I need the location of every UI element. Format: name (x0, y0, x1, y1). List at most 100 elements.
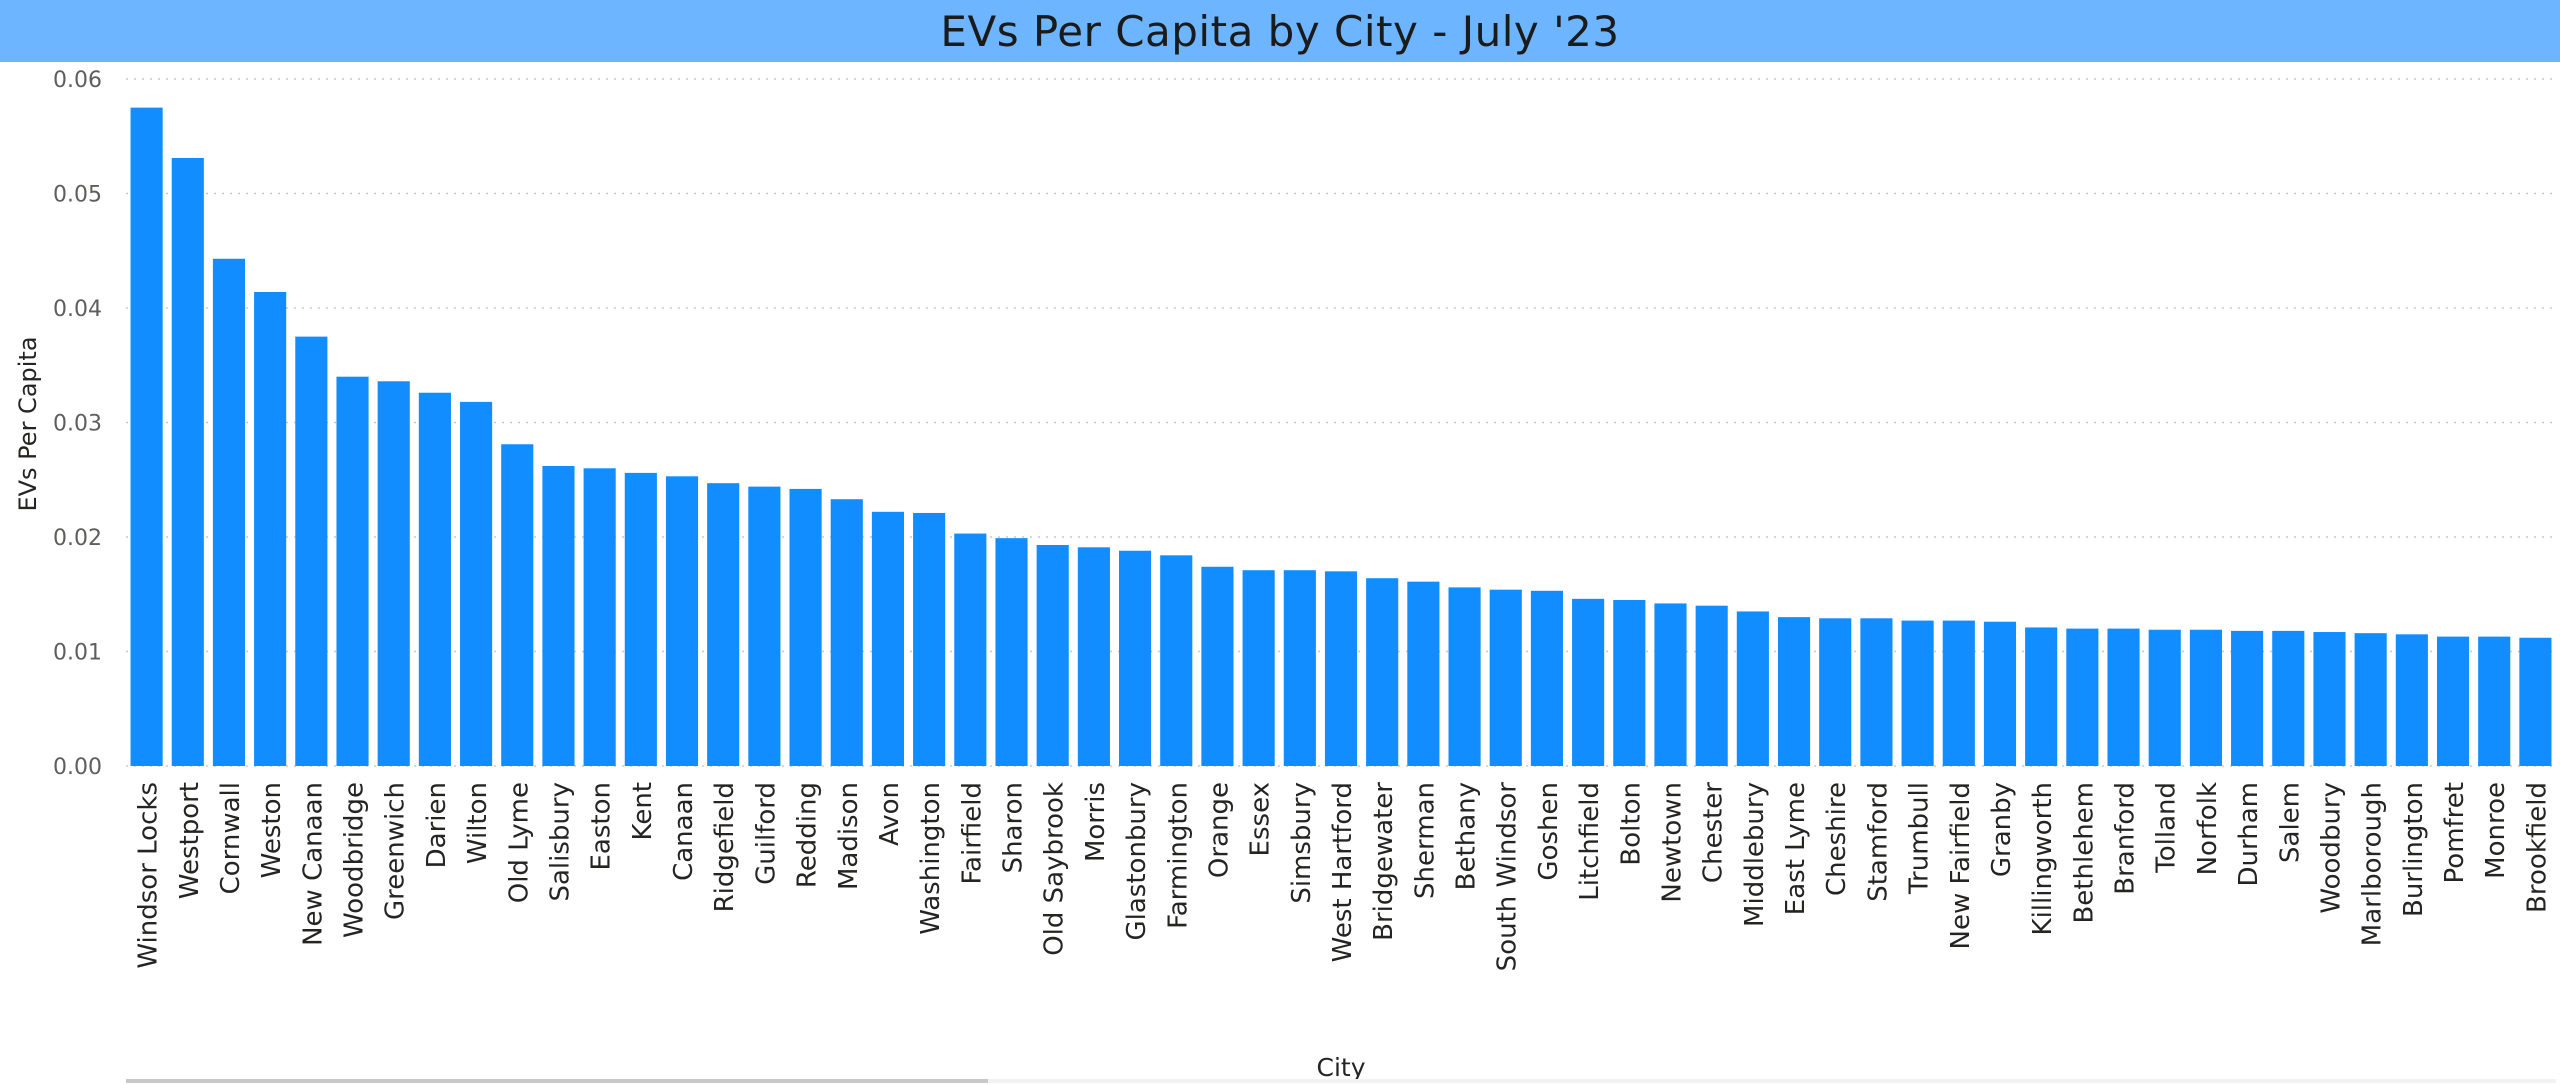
bar[interactable] (830, 499, 863, 766)
bar[interactable] (913, 512, 946, 766)
x-tick-label: Goshen (1534, 782, 1564, 881)
bar[interactable] (1036, 545, 1069, 766)
bar[interactable] (2107, 628, 2140, 766)
y-axis-ticks: 0.00 0.01 0.02 0.03 0.04 0.05 0.06 (53, 68, 102, 780)
x-tick-label: Canaan (669, 782, 699, 881)
bar[interactable] (2066, 628, 2099, 766)
y-tick-label: 0.04 (53, 297, 102, 322)
bar[interactable] (1572, 598, 1605, 766)
bar[interactable] (336, 376, 369, 766)
bar[interactable] (665, 476, 699, 766)
x-tick-label: Salem (2275, 782, 2305, 863)
bar[interactable] (995, 538, 1028, 766)
x-tick-label: Easton (587, 782, 617, 871)
bar[interactable] (748, 486, 781, 766)
bar[interactable] (1077, 547, 1110, 766)
bar[interactable] (2231, 630, 2264, 766)
x-tick-label: Norfolk (2193, 782, 2223, 875)
x-tick-label: Wilton (463, 782, 493, 864)
bar[interactable] (501, 444, 534, 766)
x-tick-label: Woodbridge (340, 782, 370, 938)
bar[interactable] (1489, 589, 1522, 766)
horizontal-scrollbar[interactable] (126, 1079, 2556, 1083)
bar[interactable] (2354, 633, 2387, 766)
x-tick-label: Windsor Locks (134, 782, 164, 969)
bar[interactable] (418, 392, 451, 766)
bar[interactable] (789, 488, 822, 766)
x-tick-label: Weston (257, 782, 287, 878)
bar[interactable] (1777, 617, 1811, 766)
y-tick-label: 0.01 (53, 641, 102, 666)
bar[interactable] (254, 291, 287, 766)
x-tick-label: Monroe (2481, 782, 2511, 879)
x-tick-label: Durham (2234, 782, 2264, 886)
x-tick-label: Fairfield (957, 782, 987, 885)
bar[interactable] (542, 466, 575, 766)
bar[interactable] (2313, 632, 2346, 766)
title-bar: EVs Per Capita by City - July '23 (0, 0, 2560, 62)
bar[interactable] (2478, 636, 2511, 766)
bar[interactable] (1654, 603, 1687, 766)
bar[interactable] (707, 483, 740, 766)
bar[interactable] (1201, 566, 1234, 766)
bar[interactable] (1530, 590, 1563, 766)
bar[interactable] (2395, 634, 2428, 766)
bar[interactable] (1819, 618, 1852, 766)
bar[interactable] (1119, 550, 1152, 766)
bars (130, 107, 2552, 766)
bar[interactable] (1242, 570, 1275, 766)
x-tick-label: Kent (628, 782, 658, 840)
x-tick-label: Farmington (1163, 782, 1193, 929)
bar[interactable] (1448, 587, 1481, 766)
bar[interactable] (2519, 637, 2552, 766)
x-tick-label: Trumbull (1905, 782, 1935, 895)
bar[interactable] (1283, 570, 1316, 766)
bar[interactable] (1736, 611, 1769, 766)
x-tick-label: Bridgewater (1369, 782, 1399, 941)
bar[interactable] (171, 158, 204, 766)
x-tick-label: Essex (1246, 782, 1276, 856)
scrollbar-thumb[interactable] (126, 1079, 988, 1083)
bar[interactable] (2189, 629, 2222, 766)
bar[interactable] (1901, 620, 1934, 766)
bar[interactable] (377, 381, 410, 766)
y-tick-label: 0.06 (53, 68, 102, 93)
x-tick-label: Newtown (1657, 782, 1687, 903)
x-tick-label: Morris (1081, 782, 1111, 862)
x-tick-label: Sherman (1410, 782, 1440, 899)
bar[interactable] (1366, 578, 1399, 766)
bar[interactable] (2436, 636, 2470, 766)
x-tick-label: Granby (1987, 782, 2017, 877)
bar[interactable] (212, 258, 246, 766)
x-tick-label: Darien (422, 782, 452, 868)
bar[interactable] (2025, 627, 2058, 766)
bar[interactable] (1324, 571, 1358, 766)
bar[interactable] (1613, 599, 1646, 766)
bar[interactable] (954, 533, 987, 766)
bar[interactable] (624, 472, 657, 766)
bar[interactable] (1942, 620, 1975, 766)
y-axis-label: EVs Per Capita (14, 336, 42, 511)
bar[interactable] (1695, 605, 1728, 766)
bar[interactable] (295, 336, 328, 766)
bar[interactable] (871, 511, 905, 766)
bar[interactable] (1160, 555, 1193, 766)
x-tick-label: Bolton (1616, 782, 1646, 866)
bar[interactable] (130, 107, 163, 766)
bar[interactable] (583, 468, 616, 766)
bar[interactable] (1983, 621, 2017, 766)
bar[interactable] (2272, 630, 2305, 766)
x-tick-label: Branford (2111, 782, 2141, 895)
x-tick-label: Avon (875, 782, 905, 846)
x-tick-label: Washington (916, 782, 946, 935)
x-tick-label: Bethany (1452, 782, 1482, 890)
bar[interactable] (1860, 618, 1893, 766)
bar[interactable] (1407, 581, 1440, 766)
x-tick-label: Old Saybrook (1040, 782, 1070, 956)
x-tick-label: Salisbury (545, 782, 575, 902)
bar[interactable] (2148, 629, 2181, 766)
bar[interactable] (460, 401, 493, 766)
x-tick-label: Redding (793, 782, 823, 888)
x-tick-label: Cornwall (216, 782, 246, 894)
